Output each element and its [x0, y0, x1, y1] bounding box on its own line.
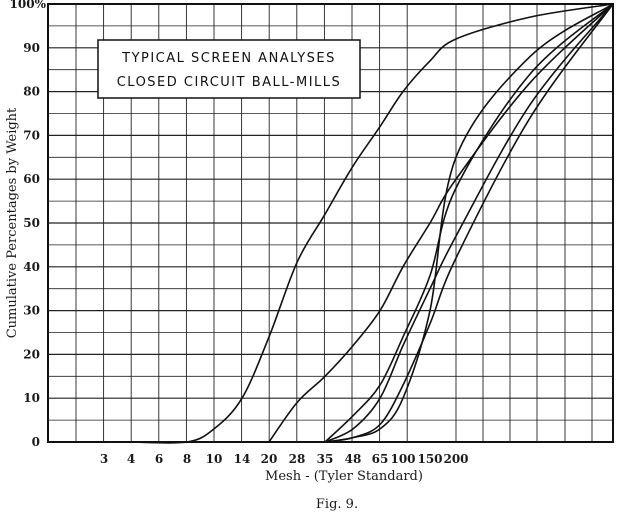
curve-5 — [324, 3, 614, 443]
y-tick-label: 100% — [10, 0, 47, 11]
y-tick-labels: 0 10 20 30 40 50 60 70 80 90 100% — [10, 0, 47, 449]
x-tick-label: 6 — [155, 452, 163, 466]
x-tick-label: 48 — [345, 452, 362, 466]
curve-3 — [324, 3, 614, 443]
y-tick-label: 0 — [32, 435, 40, 449]
y-tick-label: 20 — [23, 347, 40, 361]
curve-4 — [324, 3, 614, 443]
chart-title-line-2: CLOSED CIRCUIT BALL-MILLS — [117, 75, 342, 90]
title-box — [97, 39, 361, 99]
x-tick-label: 4 — [127, 452, 135, 466]
grid — [48, 3, 613, 443]
x-tick-label: 100 — [390, 452, 415, 466]
x-tick-labels: 3 4 6 8 10 14 20 28 35 48 65 100 150 200 — [100, 452, 469, 466]
x-tick-label: 65 — [372, 452, 389, 466]
x-tick-label: 150 — [417, 452, 442, 466]
x-tick-label: 35 — [317, 452, 334, 466]
y-tick-label: 70 — [23, 128, 40, 142]
curves — [130, 3, 614, 444]
x-tick-label: 20 — [261, 452, 278, 466]
x-tick-label: 28 — [289, 452, 306, 466]
x-tick-label: 14 — [234, 452, 251, 466]
figure-caption: Fig. 9. — [316, 497, 358, 512]
x-tick-label: 200 — [443, 452, 468, 466]
curve-1 — [130, 3, 614, 444]
y-tick-label: 90 — [23, 41, 40, 55]
y-tick-label: 10 — [23, 391, 40, 405]
y-tick-label: 30 — [23, 304, 40, 318]
x-tick-label: 8 — [183, 452, 191, 466]
y-tick-label: 50 — [23, 216, 40, 230]
y-tick-label: 60 — [23, 172, 40, 186]
y-axis-label: Cumulative Percentages by Weight — [5, 107, 20, 338]
x-axis-label: Mesh - (Tyler Standard) — [265, 469, 423, 484]
x-tick-label: 10 — [206, 452, 223, 466]
chart-title-line-1: TYPICAL SCREEN ANALYSES — [121, 51, 336, 66]
y-tick-label: 40 — [23, 260, 40, 274]
y-tick-label: 80 — [23, 85, 40, 99]
curve-2 — [268, 3, 614, 443]
x-tick-label: 3 — [100, 452, 108, 466]
curve-6 — [324, 3, 614, 443]
